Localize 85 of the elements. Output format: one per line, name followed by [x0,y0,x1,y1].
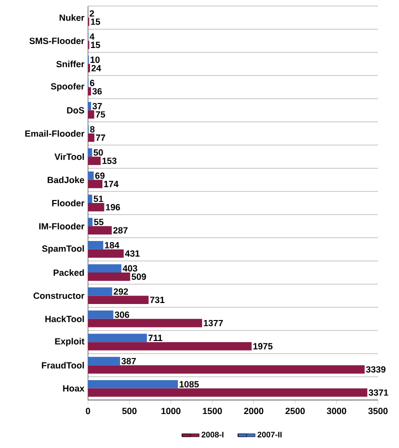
data-label: 403 [122,265,138,272]
bar [88,318,202,328]
data-label: 431 [125,250,140,257]
bar [88,272,130,281]
y-tick-label: Constructor [34,292,84,299]
y-tick-label: Spoofer [50,82,84,92]
bar [88,241,104,250]
y-tick-label: DoS [67,107,84,114]
bar [88,156,101,165]
data-label: 3339 [366,366,386,373]
x-tick-label: 1500 [202,408,222,414]
bar [88,249,124,258]
data-label: 287 [113,227,128,234]
bar [88,334,147,342]
bar [88,287,112,296]
data-label: 15 [91,18,100,25]
x-tick-label: 0 [86,408,90,414]
bar [88,87,91,96]
data-label: 1975 [253,343,273,350]
y-tick-label: BadJoke [48,176,84,184]
data-label: 292 [114,288,128,295]
x-tick-label: 1000 [161,408,180,414]
bar [88,180,102,188]
y-tick-label: Nuker [60,14,84,21]
y-tick-label: HackTool [45,316,84,322]
y-tick-label: SMS-Flooder [29,37,84,44]
bar [88,296,149,304]
data-label: 50 [94,149,103,156]
data-label: 4 [90,34,94,40]
bar [88,148,92,157]
bar [88,218,93,226]
bar [88,356,120,366]
data-label: 1377 [204,320,223,326]
data-label: 509 [132,274,146,280]
data-label: 36 [92,88,102,94]
x-tick-label: 3500 [368,408,388,414]
data-label: 8 [90,126,95,132]
y-tick-label: VirTool [54,153,84,160]
data-label: 24 [91,64,102,72]
data-label: 10 [90,56,100,63]
data-label: 711 [148,334,162,341]
y-tick-label: FraudTool [42,362,84,369]
bar [88,102,92,110]
data-label: 3371 [368,389,388,396]
data-label: 174 [104,180,119,188]
data-label: 55 [94,218,104,226]
data-label: 77 [96,134,106,141]
y-tick-label: Sniffer [56,60,84,68]
bar [88,310,114,319]
bar [88,203,104,212]
y-tick-label: Flooder [52,200,84,206]
data-label: 153 [102,158,116,164]
data-label: 184 [105,242,120,248]
data-label: 306 [114,312,130,318]
bar [88,342,252,350]
data-label: 51 [94,196,104,202]
x-tick-label: 500 [122,408,137,414]
bar [88,110,94,119]
y-tick-label: Hoax [63,385,84,392]
data-label: 731 [150,296,164,304]
x-tick-label: 2000 [244,408,264,414]
y-tick-label: SpamTool [42,245,84,254]
y-tick-label: IM-Flooder [39,222,84,230]
data-label: 15 [91,42,100,48]
bar [88,171,94,180]
data-label: 75 [96,111,106,118]
bar [88,264,122,273]
y-tick-label: Packed [54,269,84,276]
data-label: 196 [106,204,120,210]
data-label: 69 [95,172,105,179]
data-label: 387 [121,358,136,364]
data-label: 6 [90,80,94,86]
data-label: 1085 [180,381,199,388]
x-tick-label: 3000 [326,408,346,414]
bar [88,380,178,388]
bar [88,388,368,397]
data-label: 2 [90,10,94,17]
bar [88,365,365,374]
bar [88,226,112,235]
x-tick-label: 2500 [285,408,305,414]
y-tick-label: Email-Flooder [25,130,84,137]
data-label: 37 [92,102,102,110]
y-tick-label: Exploit [55,338,84,346]
bar [88,133,94,142]
bar [88,194,92,204]
